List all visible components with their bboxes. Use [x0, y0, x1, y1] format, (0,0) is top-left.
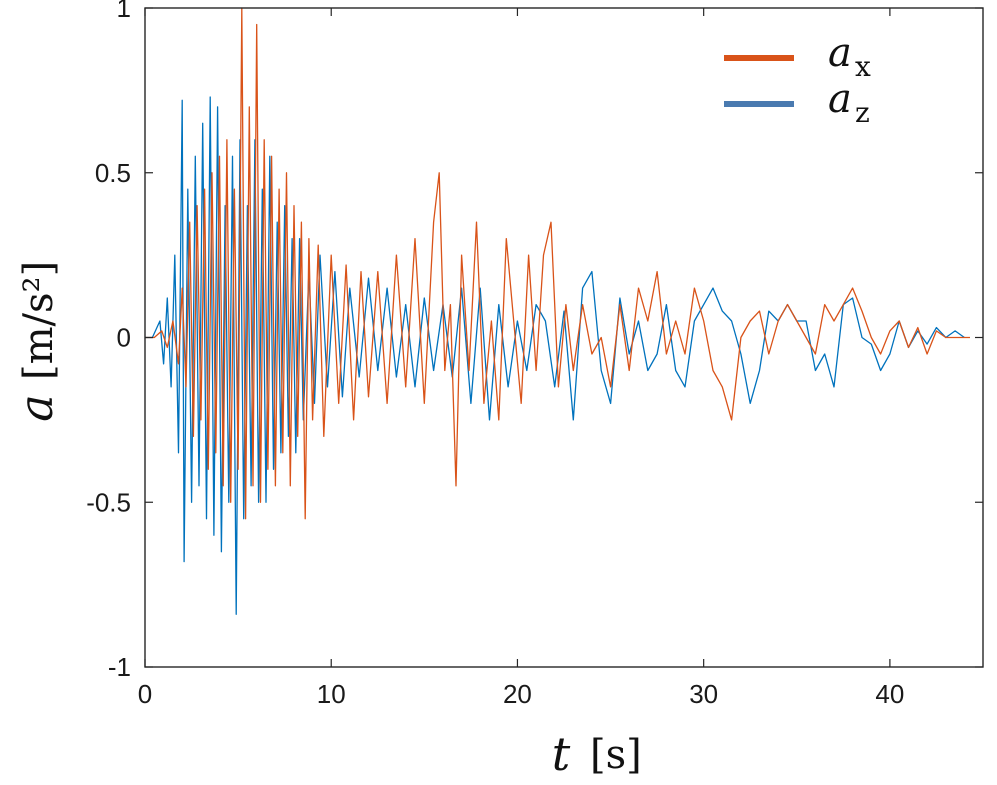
y-tick-label: -1 — [108, 652, 131, 682]
legend-label-ax-symbol: a — [828, 30, 852, 76]
x-axis-label: t [s] — [552, 727, 642, 781]
legend-label-az-symbol: a — [828, 76, 852, 122]
x-tick-label: 20 — [503, 679, 532, 709]
x-tick-label: 0 — [138, 679, 152, 709]
y-tick-label: -0.5 — [86, 487, 131, 517]
series-line-ax — [145, 7, 970, 520]
legend-label-az-subscript: z — [855, 96, 870, 129]
y-axis-symbol: a — [9, 394, 63, 421]
x-tick-label: 10 — [317, 679, 346, 709]
tick-layer: 0 10 20 30 40 -1 -0.5 0 0.5 1 — [86, 0, 983, 709]
legend-label-ax-subscript: x — [855, 50, 871, 83]
y-tick-label: 0.5 — [95, 158, 131, 188]
y-axis-unit: [m/s²] — [16, 261, 62, 380]
x-axis-unit: [s] — [590, 732, 642, 778]
x-tick-label: 30 — [689, 679, 718, 709]
y-axis-label: a [m/s²] — [9, 261, 63, 422]
x-axis-symbol: t — [552, 727, 571, 781]
legend: a x a z — [724, 30, 871, 129]
x-tick-label: 40 — [875, 679, 904, 709]
y-tick-label: 0 — [117, 323, 131, 353]
series-layer — [145, 7, 970, 615]
y-tick-label: 1 — [117, 0, 131, 23]
